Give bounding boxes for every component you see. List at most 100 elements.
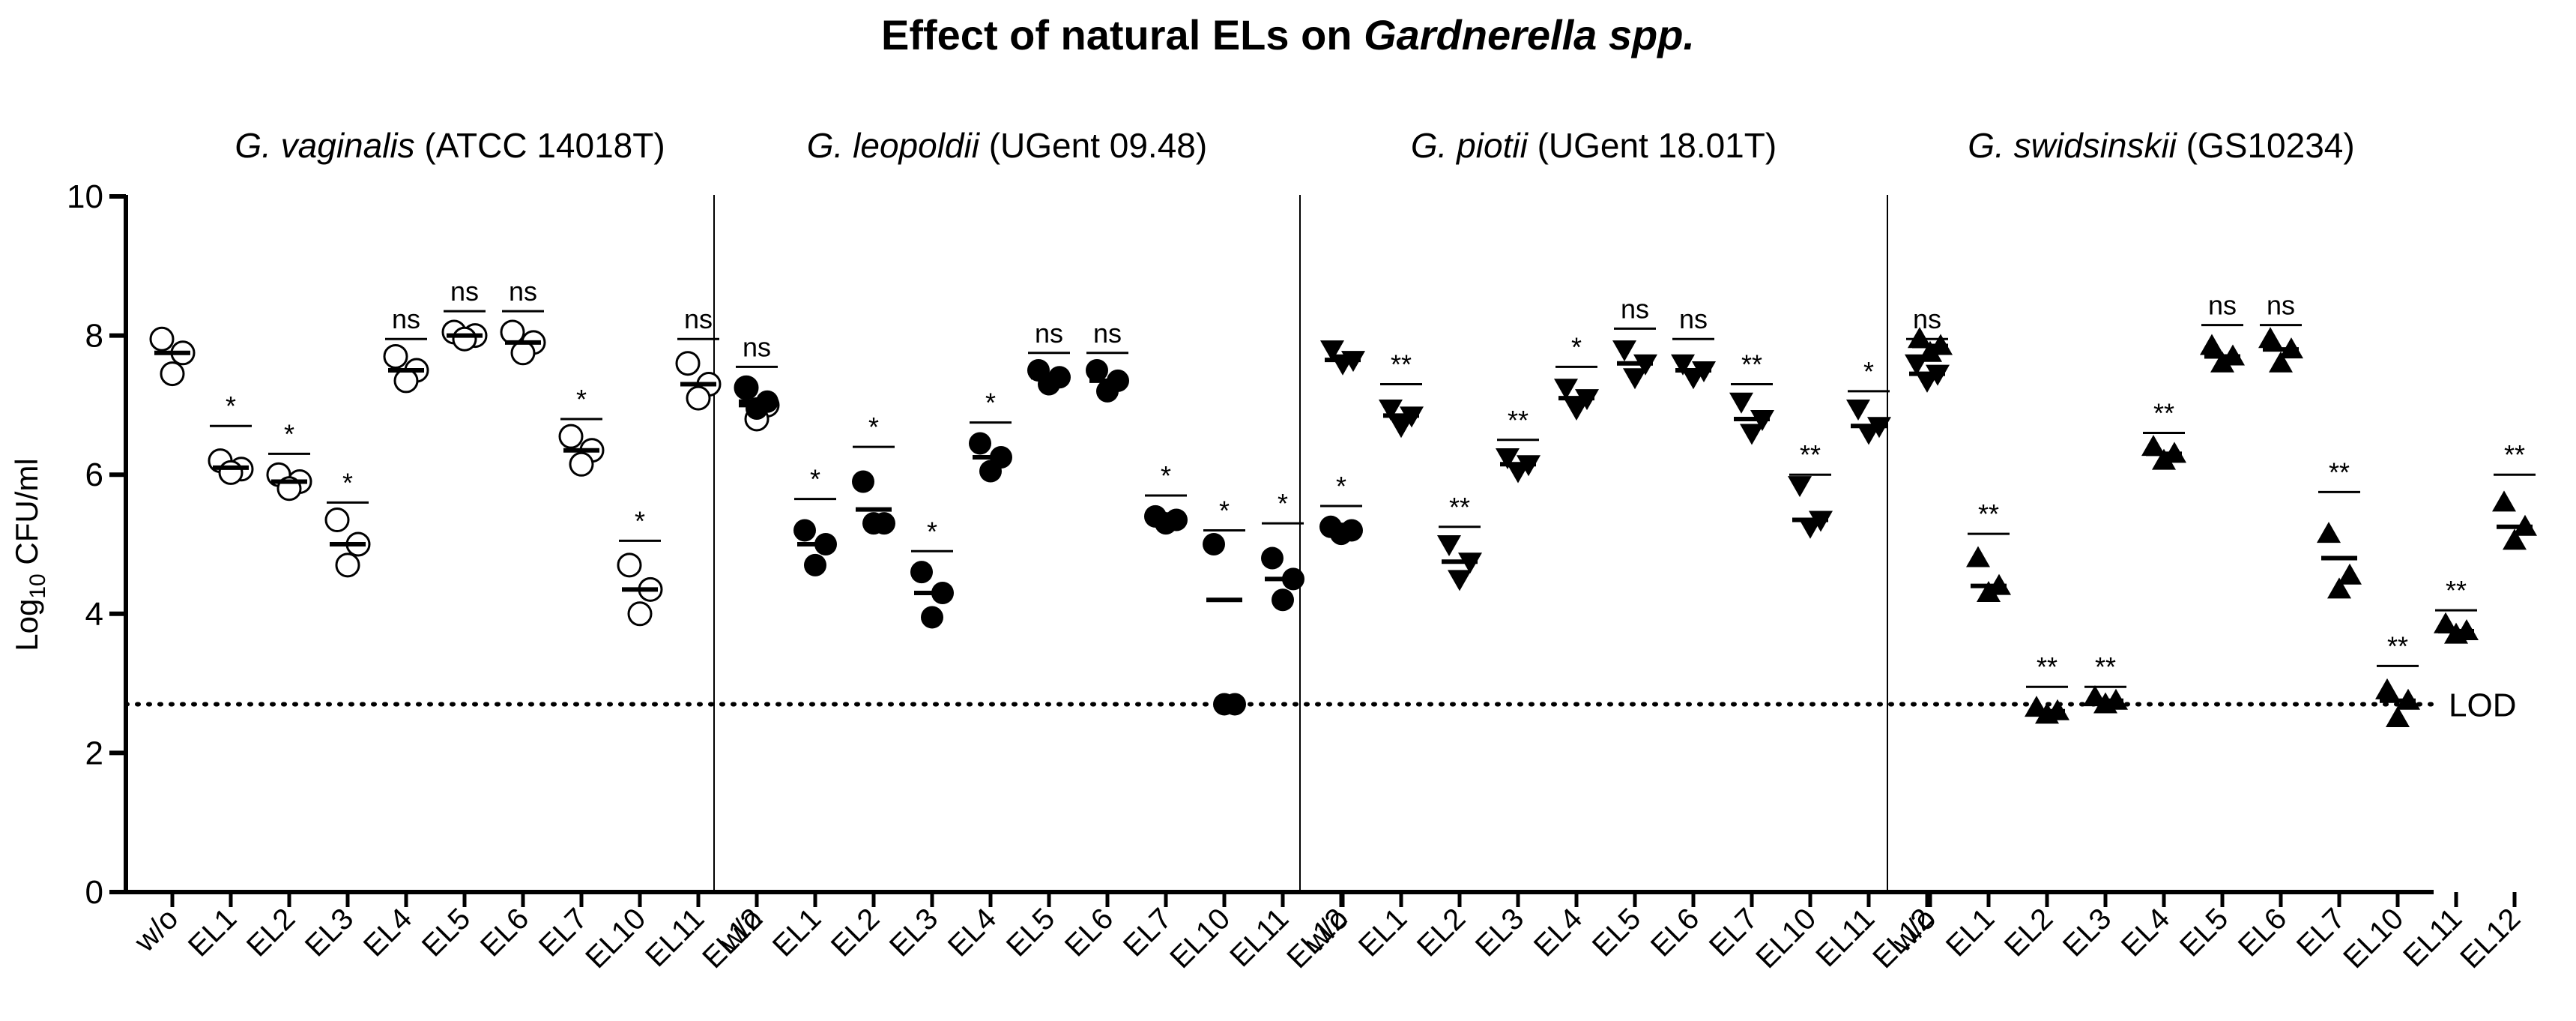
x-category-label: EL2 — [1998, 902, 2059, 963]
data-point — [1740, 424, 1764, 445]
data-point — [1729, 392, 1753, 414]
panel-strain: (UGent 09.48) — [979, 126, 1207, 165]
significance-label: ** — [2387, 630, 2408, 661]
data-point — [1623, 368, 1647, 390]
data-point — [383, 343, 408, 369]
data-point — [979, 460, 1002, 483]
data-point — [1671, 354, 1695, 376]
data-point — [1564, 400, 1588, 421]
x-category-label: EL11 — [1809, 902, 1881, 973]
data-point — [218, 460, 244, 485]
significance-label: ns — [1621, 293, 1649, 324]
data-point — [1086, 359, 1108, 382]
panel-2: G. leopoldii (UGent 09.48)w/oEL1*EL2*EL3… — [713, 126, 1363, 975]
y-tick-label: 8 — [85, 318, 103, 355]
significance-label: ** — [1978, 499, 1999, 529]
x-category-label: EL6 — [2232, 902, 2293, 963]
significance-label: ** — [2153, 398, 2174, 429]
significance-label: ns — [1913, 304, 1941, 334]
data-point — [335, 552, 360, 578]
data-point — [1261, 546, 1284, 570]
data-point — [500, 319, 525, 345]
x-category-label: EL11 — [639, 902, 710, 973]
significance-label: ** — [1391, 349, 1412, 380]
x-category-label: EL1 — [767, 902, 827, 963]
significance-label: * — [342, 467, 353, 498]
x-category-label: EL10 — [1750, 902, 1822, 975]
y-axis-label-subscript: 10 — [25, 573, 50, 598]
panels-group: G. vaginalis (ATCC 14018T)w/oEL1*EL2*EL3… — [128, 126, 2537, 975]
data-point — [852, 470, 874, 493]
data-point — [1857, 424, 1881, 445]
panel-title: G. swidsinskii (GS10234) — [1968, 126, 2354, 165]
x-category-label: EL5 — [2174, 902, 2234, 963]
x-category-label: EL1 — [1352, 902, 1413, 963]
data-point — [1908, 327, 1932, 349]
significance-label: ** — [2095, 651, 2116, 682]
y-tick-label: 2 — [85, 735, 103, 771]
significance-label: ns — [392, 304, 420, 334]
data-point — [1448, 570, 1472, 591]
significance-label: * — [1278, 488, 1288, 519]
data-point — [2152, 448, 2176, 470]
data-point — [1977, 580, 2001, 602]
data-point — [804, 553, 826, 576]
significance-label: ** — [1449, 492, 1470, 522]
data-point — [627, 601, 653, 627]
significance-label: ** — [2446, 575, 2467, 606]
data-point — [2141, 435, 2165, 457]
data-point — [1203, 533, 1225, 555]
data-point — [1437, 535, 1461, 556]
data-point — [1846, 400, 1870, 421]
x-category-label: EL3 — [883, 902, 944, 963]
significance-label: * — [868, 412, 879, 442]
y-axis-label-unit: CFU/ml — [9, 458, 44, 573]
data-point — [452, 326, 477, 352]
data-point — [617, 552, 642, 578]
significance-label: ns — [2267, 290, 2295, 321]
significance-label: * — [1219, 495, 1230, 525]
data-point — [2269, 351, 2293, 373]
chart-title-italic: Gardnerella spp. — [1364, 11, 1695, 58]
data-point — [1506, 462, 1530, 484]
x-category-label: EL2 — [241, 902, 301, 963]
significance-label: * — [576, 384, 587, 415]
data-point — [1788, 476, 1812, 498]
x-category-label: EL4 — [942, 902, 1003, 963]
panel-strain: (GS10234) — [2177, 126, 2355, 165]
data-point — [1966, 546, 1990, 567]
significance-label: ns — [2208, 290, 2237, 321]
data-point — [1681, 368, 1705, 390]
data-point — [675, 351, 701, 376]
x-category-label: EL4 — [1528, 902, 1588, 963]
data-point — [2503, 528, 2527, 550]
significance-label: ** — [2504, 439, 2525, 470]
x-category-label: EL10 — [2337, 902, 2410, 975]
significance-label: * — [284, 418, 294, 449]
data-point — [1096, 379, 1119, 403]
significance-label: ns — [743, 331, 771, 362]
data-point — [910, 561, 933, 584]
data-point — [1389, 417, 1413, 439]
data-point — [1798, 517, 1822, 539]
panel-4: G. swidsinskii (GS10234)w/oEL1**EL2**EL3… — [1886, 126, 2537, 975]
significance-label: ** — [1800, 439, 1821, 470]
data-point — [1379, 400, 1403, 421]
significance-label: * — [635, 505, 645, 536]
data-point — [1330, 522, 1352, 546]
data-point — [510, 340, 536, 366]
significance-label: ns — [1679, 304, 1708, 334]
data-point — [1213, 693, 1236, 716]
data-point — [160, 361, 185, 387]
x-category-label: EL6 — [1645, 902, 1705, 963]
significance-label: ns — [509, 276, 537, 307]
panel-3: G. piotii (UGent 18.01T)w/oEL1**EL2**EL3… — [1298, 126, 1950, 975]
data-point — [1155, 512, 1177, 535]
y-axis-label: Log10 CFU/ml — [9, 458, 50, 651]
significance-label: ** — [2329, 457, 2350, 487]
x-category-label: EL6 — [1059, 902, 1119, 963]
significance-label: ** — [2037, 651, 2058, 682]
y-tick-label: 10 — [67, 178, 103, 215]
data-point — [149, 326, 175, 352]
